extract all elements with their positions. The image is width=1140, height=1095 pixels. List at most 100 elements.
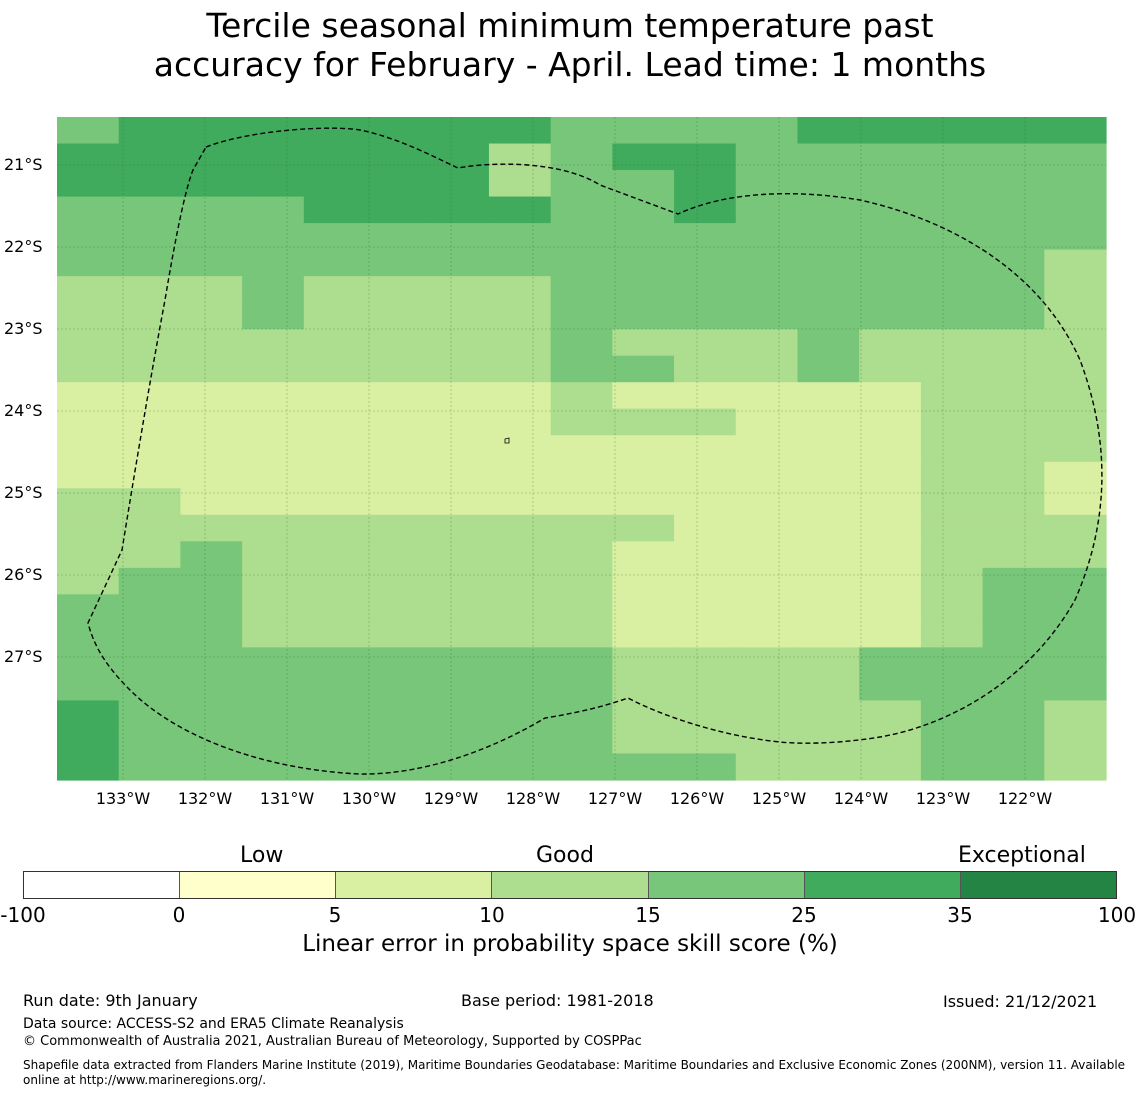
grid-cell <box>612 170 675 198</box>
grid-cell <box>303 647 367 675</box>
grid-cell <box>365 382 428 410</box>
grid-cell <box>180 753 243 781</box>
grid-cell <box>982 302 1045 330</box>
colorbar-title: Linear error in probability space skill … <box>302 931 838 957</box>
grid-cell <box>488 514 552 542</box>
grid-cell <box>488 276 552 304</box>
grid-cell <box>735 541 799 569</box>
grid-cell <box>982 223 1045 251</box>
grid-cell <box>982 594 1045 622</box>
grid-cell <box>118 594 182 622</box>
grid-cell <box>920 753 984 781</box>
grid-cell <box>488 541 552 569</box>
grid-cell <box>118 223 182 251</box>
grid-cell <box>982 488 1045 516</box>
grid-cell <box>303 170 367 198</box>
grid-cell <box>57 408 120 436</box>
grid-cell <box>1044 276 1107 304</box>
colorbar-segment <box>180 872 337 898</box>
grid-cell <box>365 567 428 595</box>
grid-cell <box>612 753 675 781</box>
grid-cell <box>859 673 922 702</box>
grid-cell <box>674 302 737 330</box>
grid-cell <box>735 276 799 304</box>
grid-cell <box>674 541 737 569</box>
lat-label: 25°S <box>4 483 43 502</box>
grid-cell <box>118 700 182 728</box>
grid-cell <box>1044 302 1107 330</box>
grid-cell <box>1044 355 1107 383</box>
grid-cell <box>180 647 243 675</box>
grid-cell <box>674 461 737 489</box>
grid-cell <box>365 673 428 702</box>
grid-cell <box>57 673 120 702</box>
lon-label: 129°W <box>423 789 479 808</box>
legend-category-exceptional: Exceptional <box>958 843 1086 868</box>
lon-label: 124°W <box>833 789 889 808</box>
grid-cell <box>427 408 490 436</box>
grid-cell <box>488 355 552 383</box>
grid-cell <box>118 647 182 675</box>
grid-cell <box>427 461 490 489</box>
grid-cell <box>797 488 860 516</box>
grid-cell <box>57 753 120 781</box>
run-date: Run date: 9th January <box>23 991 198 1010</box>
grid-cell <box>242 514 305 542</box>
grid-cell <box>859 223 922 251</box>
grid-cell <box>180 170 243 198</box>
grid-cell <box>57 726 120 755</box>
grid-cell <box>797 302 860 330</box>
colorbar-tick: 10 <box>479 903 505 927</box>
grid-cell <box>427 117 490 145</box>
colorbar-segment <box>336 872 493 898</box>
grid-cell <box>365 514 428 542</box>
grid-cell <box>735 514 799 542</box>
grid-cell <box>57 117 120 145</box>
grid-cell <box>735 117 799 145</box>
grid-cell <box>612 382 675 410</box>
grid-cell <box>982 514 1045 542</box>
grid-cell <box>303 355 367 383</box>
grid-cell <box>180 726 243 755</box>
grid-cell <box>365 408 428 436</box>
grid-cell <box>859 514 922 542</box>
grid-cell <box>920 249 984 277</box>
grid-cell <box>550 488 613 516</box>
grid-cell <box>550 143 613 171</box>
grid-cell <box>920 594 984 622</box>
grid-cell <box>674 276 737 304</box>
lon-label: 132°W <box>177 789 233 808</box>
grid-cell <box>427 249 490 277</box>
title-line-2: accuracy for February - April. Lead time… <box>153 45 987 84</box>
grid-cell <box>57 223 120 251</box>
lon-label: 123°W <box>915 789 971 808</box>
grid-cell <box>920 726 984 755</box>
grid-cell <box>797 170 860 198</box>
grid-cell <box>1044 461 1107 489</box>
grid-cell <box>365 435 428 463</box>
grid-cell <box>612 143 675 171</box>
grid-cell <box>180 700 243 728</box>
grid-cell <box>859 700 922 728</box>
grid-cell <box>303 700 367 728</box>
grid-cell <box>242 329 305 357</box>
grid-cell <box>180 117 243 145</box>
grid-cell <box>920 223 984 251</box>
grid-cell <box>859 594 922 622</box>
grid-cell <box>674 647 737 675</box>
grid-cell <box>303 567 367 595</box>
grid-cell <box>242 647 305 675</box>
lat-label: 24°S <box>4 401 43 420</box>
grid-cell <box>859 249 922 277</box>
grid-cell <box>674 726 737 755</box>
grid-cell <box>797 673 860 702</box>
grid-cell <box>57 594 120 622</box>
grid-cell <box>797 647 860 675</box>
grid-cell <box>180 408 243 436</box>
grid-cell <box>674 143 737 171</box>
grid-cell <box>242 567 305 595</box>
grid-cell <box>488 408 552 436</box>
grid-cell <box>427 143 490 171</box>
grid-cell <box>1044 382 1107 410</box>
grid-cell <box>365 355 428 383</box>
